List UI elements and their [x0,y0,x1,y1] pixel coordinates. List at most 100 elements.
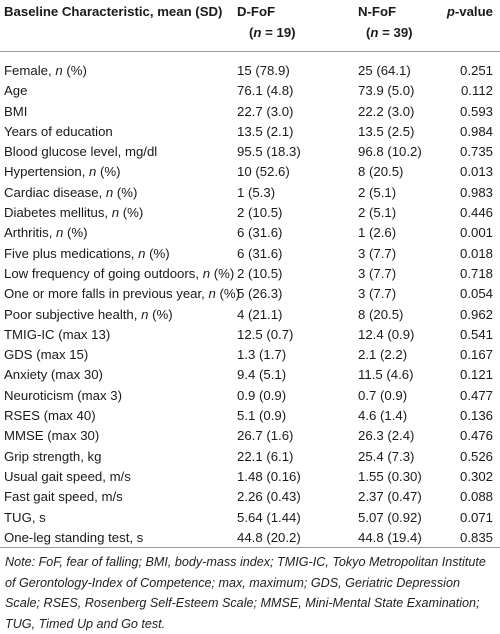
header-characteristic: Baseline Characteristic, mean (SD) [4,4,223,19]
table-row: Low frequency of going outdoors, n (%) 2 … [0,264,500,284]
table-row: Neuroticism (max 3) 0.9 (0.9) 0.7 (0.9) 0.4… [0,386,500,406]
row-dfof-value: 1 (5.3) [237,184,276,200]
header-nfof-n: (n = 39) [366,25,413,40]
row-nfof-value: 8 (20.5) [358,306,404,322]
row-nfof-value: 1 (2.6) [358,225,397,241]
row-pvalue: 0.735 [459,144,493,160]
row-dfof-value: 5.1 (0.9) [237,408,287,424]
row-nfof-value: 0.7 (0.9) [358,387,408,403]
table-row: Age 76.1 (4.8) 73.9 (5.0) 0.112 [0,81,500,101]
header-dfof: D-FoF [237,4,276,19]
row-nfof-value: 11.5 (4.6) [358,367,414,383]
row-dfof-value: 22.7 (3.0) [237,103,294,119]
row-nfof-value: 2 (5.1) [358,205,397,221]
table-row: TMIG-IC (max 13) 12.5 (0.7) 12.4 (0.9) 0.54… [0,325,500,345]
table-row: Usual gait speed, m/s 1.48 (0.16) 1.55 (0.… [0,467,500,487]
header-pvalue: p-value [446,4,493,19]
row-dfof-value: 9.4 (5.1) [237,367,287,383]
row-pvalue: 0.541 [459,326,493,342]
row-label: BMI [4,103,28,119]
row-nfof-value: 3 (7.7) [358,286,397,302]
row-dfof-value: 95.5 (18.3) [237,144,301,160]
table-bottom-divider [0,547,500,548]
row-dfof-value: 2 (10.5) [237,205,283,221]
row-nfof-value: 2.1 (2.2) [358,347,408,363]
row-dfof-value: 22.1 (6.1) [237,448,294,464]
table-row: Poor subjective health, n (%) 4 (21.1) 8 (… [0,305,500,325]
row-label: Arthritis, n (%) [4,225,88,241]
row-label: Low frequency of going outdoors, n (%) [4,265,235,281]
row-pvalue: 0.167 [459,347,493,363]
row-pvalue: 0.112 [460,83,493,99]
row-label: Five plus medications, n (%) [4,245,170,261]
row-pvalue: 0.983 [459,184,493,200]
row-pvalue: 0.476 [459,428,493,444]
table-row: Cardiac disease, n (%) 1 (5.3) 2 (5.1) 0.98… [0,183,500,203]
row-nfof-value: 2 (5.1) [358,184,397,200]
row-label: Blood glucose level, mg/dl [4,144,158,160]
row-label: Neuroticism (max 3) [4,387,122,403]
table-row: Anxiety (max 30) 9.4 (5.1) 11.5 (4.6) 0.121 [0,365,500,385]
row-label: Age [4,83,28,99]
row-nfof-value: 22.2 (3.0) [358,103,415,119]
row-label: Diabetes mellitus, n (%) [4,205,144,221]
row-dfof-value: 1.48 (0.16) [237,468,301,484]
table-row: Blood glucose level, mg/dl 95.5 (18.3) 96.… [0,142,500,162]
row-label: Fast gait speed, m/s [4,489,123,505]
row-label: MMSE (max 30) [4,428,100,444]
row-pvalue: 0.962 [459,306,493,322]
row-label: Cardiac disease, n (%) [4,184,138,200]
row-nfof-value: 5.07 (0.92) [358,509,422,525]
row-nfof-value: 13.5 (2.5) [358,123,415,139]
row-pvalue: 0.446 [459,205,493,221]
row-pvalue: 0.251 [459,63,493,78]
table-note: Note: FoF, fear of falling; BMI, body-ma… [5,555,486,631]
row-dfof-value: 2.26 (0.43) [237,489,301,505]
row-dfof-value: 4 (21.1) [237,306,283,322]
table-row: Hypertension, n (%) 10 (52.6) 8 (20.5) 0.01… [0,162,500,182]
table-row: Grip strength, kg 22.1 (6.1) 25.4 (7.3) 0.5… [0,447,500,467]
row-nfof-value: 2.37 (0.47) [358,489,422,505]
row-pvalue: 0.593 [459,103,493,119]
row-nfof-value: 96.8 (10.2) [358,144,422,160]
table-row: One or more falls in previous year, n (%… [0,284,500,304]
row-dfof-value: 2 (10.5) [237,265,283,281]
row-label: GDS (max 15) [4,347,89,363]
row-pvalue: 0.054 [459,286,493,302]
table-row: Five plus medications, n (%) 6 (31.6) 3 (7… [0,244,500,264]
row-dfof-value: 26.7 (1.6) [237,428,294,444]
table-row: Years of education 13.5 (2.1) 13.5 (2.5) 0.… [0,122,500,142]
row-dfof-value: 5.64 (1.44) [237,509,301,525]
row-pvalue: 0.477 [459,387,493,403]
row-pvalue: 0.302 [459,468,493,484]
row-nfof-value: 4.6 (1.4) [358,408,408,424]
row-dfof-value: 76.1 (4.8) [237,83,294,99]
row-dfof-value: 44.8 (20.2) [237,529,301,545]
table-row: BMI 22.7 (3.0) 22.2 (3.0) 0.593 [0,102,500,122]
row-pvalue: 0.001 [459,225,493,241]
row-label: Grip strength, kg [4,448,102,464]
row-nfof-value: 73.9 (5.0) [358,83,415,99]
row-dfof-value: 10 (52.6) [237,164,290,180]
row-label: TUG, s [4,509,46,525]
row-pvalue: 0.121 [459,367,493,383]
header-dfof-n: (n = 19) [249,25,296,40]
table-row: RSES (max 40) 5.1 (0.9) 4.6 (1.4) 0.136 [0,406,500,426]
row-pvalue: 0.526 [459,448,493,464]
header-nfof: N-FoF [358,4,397,19]
row-dfof-value: 1.3 (1.7) [237,347,287,363]
row-pvalue: 0.018 [459,245,493,261]
table-row: Fast gait speed, m/s 2.26 (0.43) 2.37 (0.4… [0,487,500,507]
row-label: Anxiety (max 30) [4,367,103,383]
row-label: One or more falls in previous year, n (%… [4,286,241,302]
table-row: GDS (max 15) 1.3 (1.7) 2.1 (2.2) 0.167 [0,345,500,365]
row-pvalue: 0.071 [459,509,493,525]
table-body: Female, n (%) 15 (78.9) 25 (64.1) 0.251 Age 7… [0,61,500,548]
row-label: Poor subjective health, n (%) [4,306,173,322]
row-label: Female, n (%) [4,63,87,78]
row-label: Hypertension, n (%) [4,164,121,180]
row-nfof-value: 3 (7.7) [358,265,397,281]
row-pvalue: 0.088 [459,489,493,505]
row-pvalue: 0.013 [459,164,493,180]
row-label: RSES (max 40) [4,408,96,424]
